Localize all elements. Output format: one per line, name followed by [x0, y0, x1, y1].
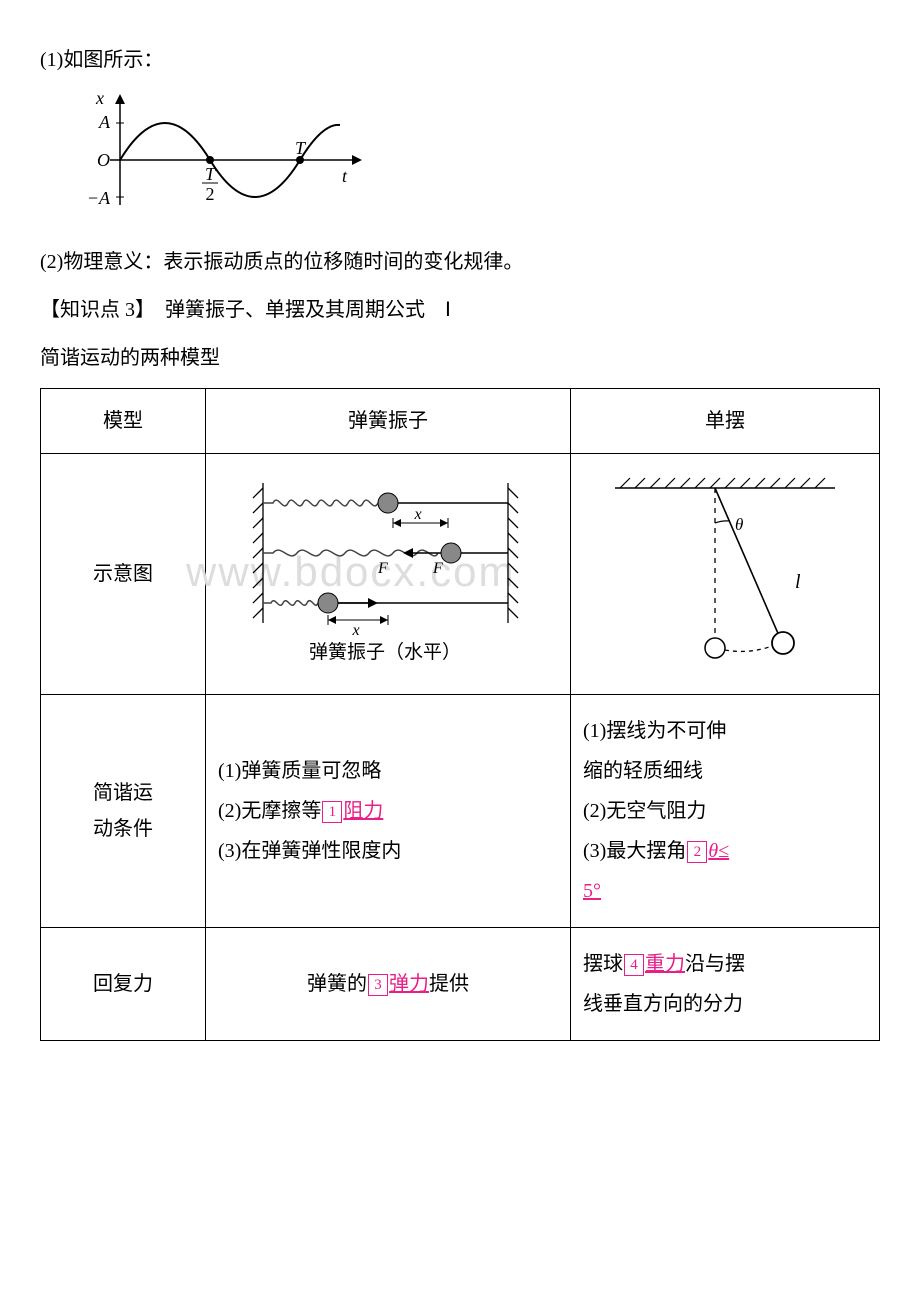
theta-label: θ: [735, 515, 743, 534]
spring-x-label-1: x: [413, 506, 421, 523]
row3-pendulum: 摆球4重力沿与摆 线垂直方向的分力: [571, 928, 880, 1041]
pink-tanli: 弹力: [389, 973, 429, 995]
y-axis-label: x: [95, 90, 104, 108]
row2-pendulum: (1)摆线为不可伸 缩的轻质细线 (2)无空气阻力 (3)最大摆角2θ≤ 5°: [571, 695, 880, 928]
x-axis-label: t: [342, 166, 348, 186]
models-table: 模型 弹簧振子 单摆 示意图 www.bdocx.com: [40, 388, 880, 1041]
zero-crossing-1: [206, 156, 214, 164]
x-tick-half-bot: 2: [206, 184, 215, 204]
th-pendulum: 单摆: [571, 389, 880, 454]
pendulum-diagram-cell: θ l: [571, 454, 880, 695]
spring-diagram-cell: www.bdocx.com: [206, 454, 571, 695]
boxnum-4: 4: [624, 954, 644, 976]
spring-f-label-1: F: [377, 560, 388, 577]
row2-spring: (1)弹簧质量可忽略 (2)无摩擦等1阻力 (3)在弹簧弹性限度内: [206, 695, 571, 928]
th-model: 模型: [41, 389, 206, 454]
pink-zhongli: 重力: [645, 953, 685, 975]
spring-caption: 弹簧振子（水平）: [309, 641, 461, 663]
zero-crossing-2: [296, 156, 304, 164]
paragraph-3: 【知识点 3】 弹簧振子、单摆及其周期公式 Ⅰ: [40, 292, 880, 328]
row1-label: 示意图: [41, 454, 206, 695]
y-max-label: A: [98, 112, 111, 132]
spring-x-label-2: x: [351, 622, 359, 639]
boxnum-1: 1: [322, 801, 342, 823]
pink-zuli: 阻力: [343, 800, 383, 822]
paragraph-4: 简谐运动的两种模型: [40, 340, 880, 376]
y-min-label: −A: [87, 188, 111, 208]
paragraph-2: (2)物理意义：表示振动质点的位移随时间的变化规律。: [40, 244, 880, 280]
pink-theta: θ≤: [708, 840, 729, 862]
x-tick-end: T: [295, 138, 307, 158]
pink-5deg: 5°: [583, 880, 601, 902]
l-label: l: [795, 571, 801, 593]
row3-spring: 弹簧的3弹力提供: [206, 928, 571, 1041]
row2-label: 简谐运 动条件: [41, 695, 206, 928]
boxnum-2: 2: [687, 841, 707, 863]
th-spring: 弹簧振子: [206, 389, 571, 454]
paragraph-1: (1)如图所示：: [40, 42, 880, 78]
spring-f-label-2: F: [432, 560, 443, 577]
sine-diagram: x A O −A T 2 T t: [80, 90, 880, 232]
origin-label: O: [97, 150, 110, 170]
boxnum-3: 3: [368, 974, 388, 996]
row3-label: 回复力: [41, 928, 206, 1041]
